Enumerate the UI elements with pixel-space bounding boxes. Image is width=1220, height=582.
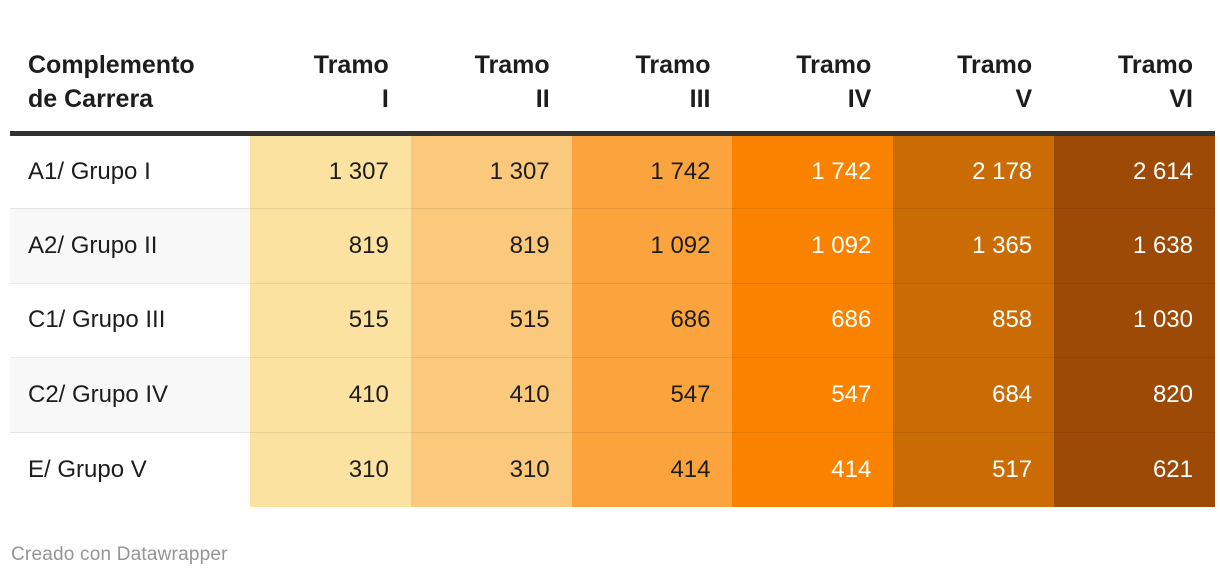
value-cell: 414	[732, 432, 894, 508]
datawrapper-chart: Complemento de Carrera Tramo I Tramo II Tra…	[10, 0, 1215, 566]
value-cell: 1 307	[250, 133, 411, 209]
value-cell: 819	[410, 207, 572, 284]
attribution-link[interactable]: Creado con Datawrapper	[11, 544, 228, 566]
value-cell: 1 030	[1054, 282, 1215, 358]
value-cell: 1 307	[410, 133, 572, 209]
value-cell: 820	[1054, 357, 1215, 433]
value-cell: 310	[250, 432, 411, 508]
value-cell: 547	[571, 357, 733, 433]
row-label: A1/ Grupo I	[10, 133, 250, 209]
heatmap-table: Complemento de Carrera Tramo I Tramo II Tra…	[10, 0, 1215, 508]
value-cell: 2 614	[1054, 133, 1215, 209]
row-label: A2/ Grupo II	[10, 207, 250, 284]
value-cell: 621	[1054, 432, 1215, 508]
value-cell: 819	[250, 207, 411, 284]
table-row: E/ Grupo V 310 310 414 414 517 621	[10, 432, 1215, 508]
table-row: C2/ Grupo IV 410 410 547 547 684 820	[10, 357, 1215, 433]
table-row: C1/ Grupo III 515 515 686 686 858 1 030	[10, 282, 1215, 358]
column-header-tramo-5: Tramo V	[893, 0, 1055, 136]
column-header-tramo-3: Tramo III	[571, 0, 733, 136]
value-cell: 1 742	[732, 133, 894, 209]
value-cell: 310	[410, 432, 572, 508]
header-label-line2: de Carrera	[28, 85, 154, 113]
column-header-tramo-6: Tramo VI	[1054, 0, 1215, 136]
column-header-tramo-1: Tramo I	[250, 0, 411, 136]
table-row: A2/ Grupo II 819 819 1 092 1 092 1 365 1…	[10, 207, 1215, 284]
value-cell: 2 178	[893, 133, 1055, 209]
value-cell: 414	[571, 432, 733, 508]
row-label: C1/ Grupo III	[10, 282, 250, 358]
table-body: A1/ Grupo I 1 307 1 307 1 742 1 742 2 17…	[10, 133, 1215, 508]
row-label: E/ Grupo V	[10, 432, 250, 508]
table-row: A1/ Grupo I 1 307 1 307 1 742 1 742 2 17…	[10, 133, 1215, 209]
value-cell: 686	[732, 282, 894, 358]
value-cell: 1 638	[1054, 207, 1215, 284]
column-header-label: Complemento de Carrera	[10, 0, 250, 136]
value-cell: 1 092	[732, 207, 894, 284]
value-cell: 410	[410, 357, 572, 433]
value-cell: 410	[250, 357, 411, 433]
value-cell: 858	[893, 282, 1055, 358]
value-cell: 517	[893, 432, 1055, 508]
row-label: C2/ Grupo IV	[10, 357, 250, 433]
value-cell: 1 365	[893, 207, 1055, 284]
value-cell: 684	[893, 357, 1055, 433]
table-header: Complemento de Carrera Tramo I Tramo II Tra…	[10, 0, 1215, 136]
value-cell: 515	[410, 282, 572, 358]
value-cell: 515	[250, 282, 411, 358]
value-cell: 1 742	[571, 133, 733, 209]
column-header-tramo-4: Tramo IV	[732, 0, 894, 136]
value-cell: 686	[571, 282, 733, 358]
header-label-line1: Complemento	[28, 51, 195, 79]
column-header-tramo-2: Tramo II	[410, 0, 572, 136]
header-row: Complemento de Carrera Tramo I Tramo II Tra…	[10, 0, 1215, 136]
value-cell: 547	[732, 357, 894, 433]
value-cell: 1 092	[571, 207, 733, 284]
